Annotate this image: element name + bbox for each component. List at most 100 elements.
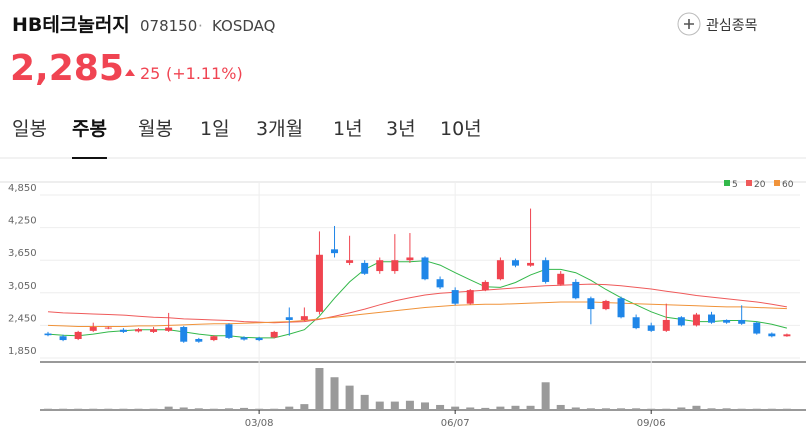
- x-tick-label: 06/07: [441, 418, 470, 429]
- x-tick-label: 03/08: [245, 418, 274, 429]
- volume-bar: [405, 400, 414, 410]
- plot: 1,850 2,450 3,050 3,650 4,250 4,850 03/08 06/07…: [8, 180, 800, 429]
- legend-label: 60: [782, 180, 794, 190]
- y-tick-label: 3,650: [8, 248, 37, 259]
- price: 2,285: [10, 48, 124, 89]
- candle-body: [180, 327, 188, 342]
- candle-body: [134, 329, 142, 332]
- volume-bar: [390, 401, 399, 410]
- volume-bar: [315, 368, 324, 410]
- candle-body: [270, 331, 278, 338]
- candle-body: [557, 273, 565, 285]
- candle-body: [361, 262, 369, 274]
- y-tick-label: 3,050: [8, 281, 37, 292]
- tab[interactable]: 주봉: [72, 118, 107, 140]
- volume-bar: [586, 408, 595, 410]
- tab[interactable]: 3년: [386, 118, 416, 140]
- legend-swatch: [724, 180, 730, 186]
- candle-body: [632, 317, 640, 329]
- volume-bar: [179, 407, 188, 410]
- candle-body: [602, 300, 610, 310]
- volume-bar: [511, 405, 520, 410]
- volume-bar: [677, 407, 686, 410]
- candle-body: [74, 331, 82, 339]
- stock-code: 078150: [140, 17, 197, 35]
- candle-body: [225, 324, 233, 338]
- tab[interactable]: 1년: [333, 118, 363, 140]
- volume-bar: [662, 408, 671, 410]
- y-tick-label: 1,850: [8, 346, 37, 357]
- candle-body: [119, 329, 127, 332]
- candle-body: [496, 260, 504, 280]
- change-pct: (+1.11%): [166, 64, 243, 83]
- candle-body: [195, 338, 203, 342]
- legend-swatch: [746, 180, 752, 186]
- legend-label: 20: [754, 180, 766, 190]
- volume-bar: [451, 406, 460, 410]
- candle-body: [59, 336, 67, 341]
- candle-body: [587, 298, 595, 310]
- candle-body: [240, 337, 248, 340]
- candle-body: [376, 260, 384, 272]
- up-arrow: [125, 69, 135, 76]
- volume-bar: [481, 407, 490, 410]
- candle-body: [723, 319, 731, 323]
- volume-bar: [707, 408, 716, 410]
- candle-body: [692, 314, 700, 326]
- candle-body: [753, 322, 761, 334]
- plus-mark: [684, 19, 694, 29]
- candle-body: [451, 290, 459, 304]
- candle-body: [662, 319, 670, 331]
- volume-bar: [270, 408, 279, 410]
- candle-body: [391, 260, 399, 272]
- candle-body: [104, 327, 112, 329]
- volume-bar: [617, 408, 626, 410]
- candle-body: [255, 337, 263, 341]
- candle-body: [572, 281, 580, 299]
- candle-body: [768, 333, 776, 337]
- volume-bar: [466, 407, 475, 410]
- volume-bar: [752, 408, 761, 410]
- volume-bar: [436, 404, 445, 410]
- tab[interactable]: 10년: [440, 118, 482, 140]
- tab[interactable]: 1일: [200, 118, 230, 140]
- candle-body: [210, 336, 218, 341]
- candle-body: [647, 325, 655, 331]
- volume-bar: [104, 408, 113, 410]
- separator: ·: [198, 17, 203, 35]
- candle-body: [677, 317, 685, 326]
- candle-body: [150, 329, 158, 332]
- candle-body: [346, 260, 354, 263]
- candle-body: [708, 314, 716, 323]
- y-tick-label: 4,250: [8, 216, 37, 227]
- volume-bar: [194, 408, 203, 410]
- volume-bar: [421, 402, 429, 410]
- watch-button[interactable]: 관심종목: [677, 12, 758, 36]
- y-tick-label: 4,850: [8, 183, 37, 194]
- volume-bar: [209, 408, 218, 410]
- candle-body: [466, 290, 474, 304]
- candle-body: [406, 257, 414, 261]
- candle-body: [481, 281, 489, 291]
- change: 25: [140, 64, 160, 83]
- tab[interactable]: 3개월: [256, 118, 303, 140]
- volume-bar: [375, 401, 384, 410]
- volume-bar: [44, 408, 52, 410]
- volume-bar: [526, 405, 535, 410]
- volume-bar: [300, 404, 309, 410]
- candle-body: [738, 319, 746, 324]
- tab[interactable]: 월봉: [138, 118, 173, 140]
- ma-line: [47, 260, 788, 339]
- tab[interactable]: 일봉: [12, 118, 47, 140]
- candle-body: [542, 260, 550, 282]
- candle-body: [165, 327, 173, 331]
- x-tick-label: 09/06: [637, 418, 666, 429]
- volume-bar: [767, 408, 776, 410]
- candle-body: [285, 317, 293, 320]
- volume-bar: [285, 406, 294, 410]
- candle-body: [331, 249, 339, 254]
- volume-bar: [601, 408, 610, 410]
- volume-bar: [119, 408, 128, 410]
- volume-bar: [345, 385, 354, 410]
